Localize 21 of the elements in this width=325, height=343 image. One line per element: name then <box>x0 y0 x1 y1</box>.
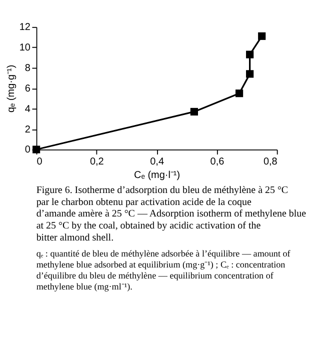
y-tick-label: 2 <box>24 124 31 136</box>
y-tick-label: 4 <box>24 104 31 115</box>
x-tick-label: 0,6 <box>210 156 225 168</box>
caption: Figure 6. Isotherme d’adsorption du bleu de méthylène à 25 °C par le charbon obtenu par activation acide de la coque d’amande amère à 25 °C — Adsorption isotherm of methylene blue at 25 °C by the coal, obtained by acidic activation of the bitter almond shell. <box>36 185 307 244</box>
y-tick-label: 6 <box>24 83 31 94</box>
x-tick-label: 0 <box>36 156 43 168</box>
point <box>246 70 254 78</box>
point <box>236 90 244 98</box>
y-tick-label: 0 <box>24 144 31 156</box>
point <box>190 108 198 116</box>
x-tick-label: 0,4 <box>150 156 164 168</box>
text: qₑ : quantité de bleu de méthylène adsorbée à l’équilibre — amount of methylene blue adsorbed at equilibrium (mg·g⁻¹) ; Cₑ : concentration d’équilibre du bleu de méthylène — equilibrium concentration of methylene blue (mg·ml⁻¹). <box>36 248 292 292</box>
x-axis-title: Cₑ (mg·l⁻¹) <box>134 170 180 182</box>
x-tick-label: 0,2 <box>90 156 104 168</box>
y-tick-label: 10 <box>19 42 31 54</box>
point <box>246 50 254 58</box>
y-axis-title: qₑ (mg·g⁻¹) <box>6 64 17 113</box>
x-tick-label: 0,8 <box>263 156 278 168</box>
y-tick-label: 8 <box>24 62 31 74</box>
y-tick-label: 12 <box>19 22 31 34</box>
point <box>258 32 266 40</box>
